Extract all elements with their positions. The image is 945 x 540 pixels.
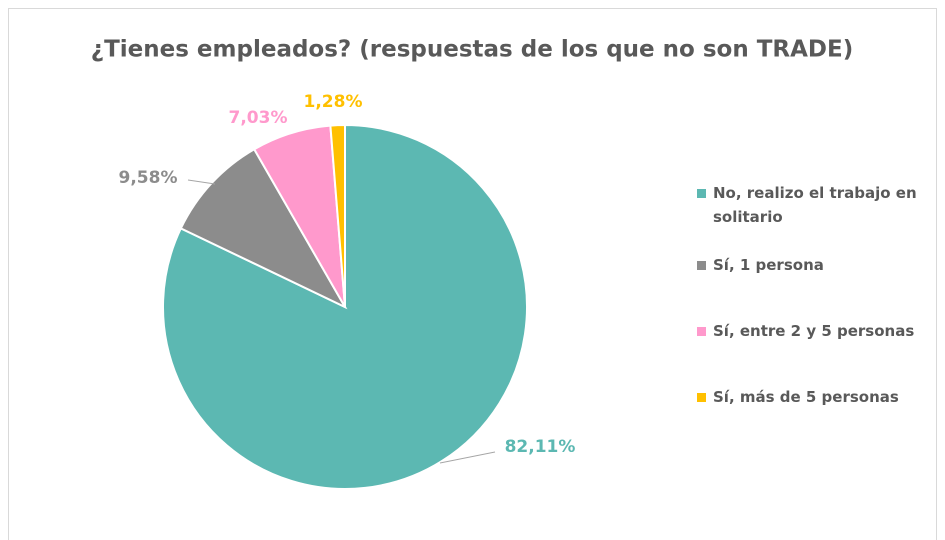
- data-label: 7,03%: [229, 108, 288, 128]
- legend-label: Sí, 1 persona: [713, 256, 824, 274]
- legend-item: Sí, entre 2 y 5 personas: [697, 319, 928, 343]
- legend-label: Sí, más de 5 personas: [713, 388, 899, 406]
- chart-title: ¿Tienes empleados? (respuestas de los qu…: [91, 37, 853, 63]
- legend-label: Sí, entre 2 y 5 personas: [713, 322, 915, 340]
- data-label: 9,58%: [119, 168, 178, 188]
- legend-item: Sí, 1 persona: [697, 253, 928, 277]
- data-label: 82,11%: [505, 437, 576, 457]
- legend-label: No, realizo el trabajo en solitario: [713, 184, 917, 226]
- pie-slice: [329, 123, 346, 308]
- legend-item: Sí, más de 5 personas: [697, 385, 928, 409]
- leader-line: [187, 179, 216, 185]
- legend-swatch: [697, 393, 706, 402]
- data-label: 1,28%: [304, 92, 363, 112]
- legend-swatch: [697, 327, 706, 336]
- legend-item: No, realizo el trabajo en solitario: [697, 181, 928, 229]
- leader-line: [439, 451, 496, 464]
- legend-swatch: [697, 189, 706, 198]
- legend-swatch: [697, 261, 706, 270]
